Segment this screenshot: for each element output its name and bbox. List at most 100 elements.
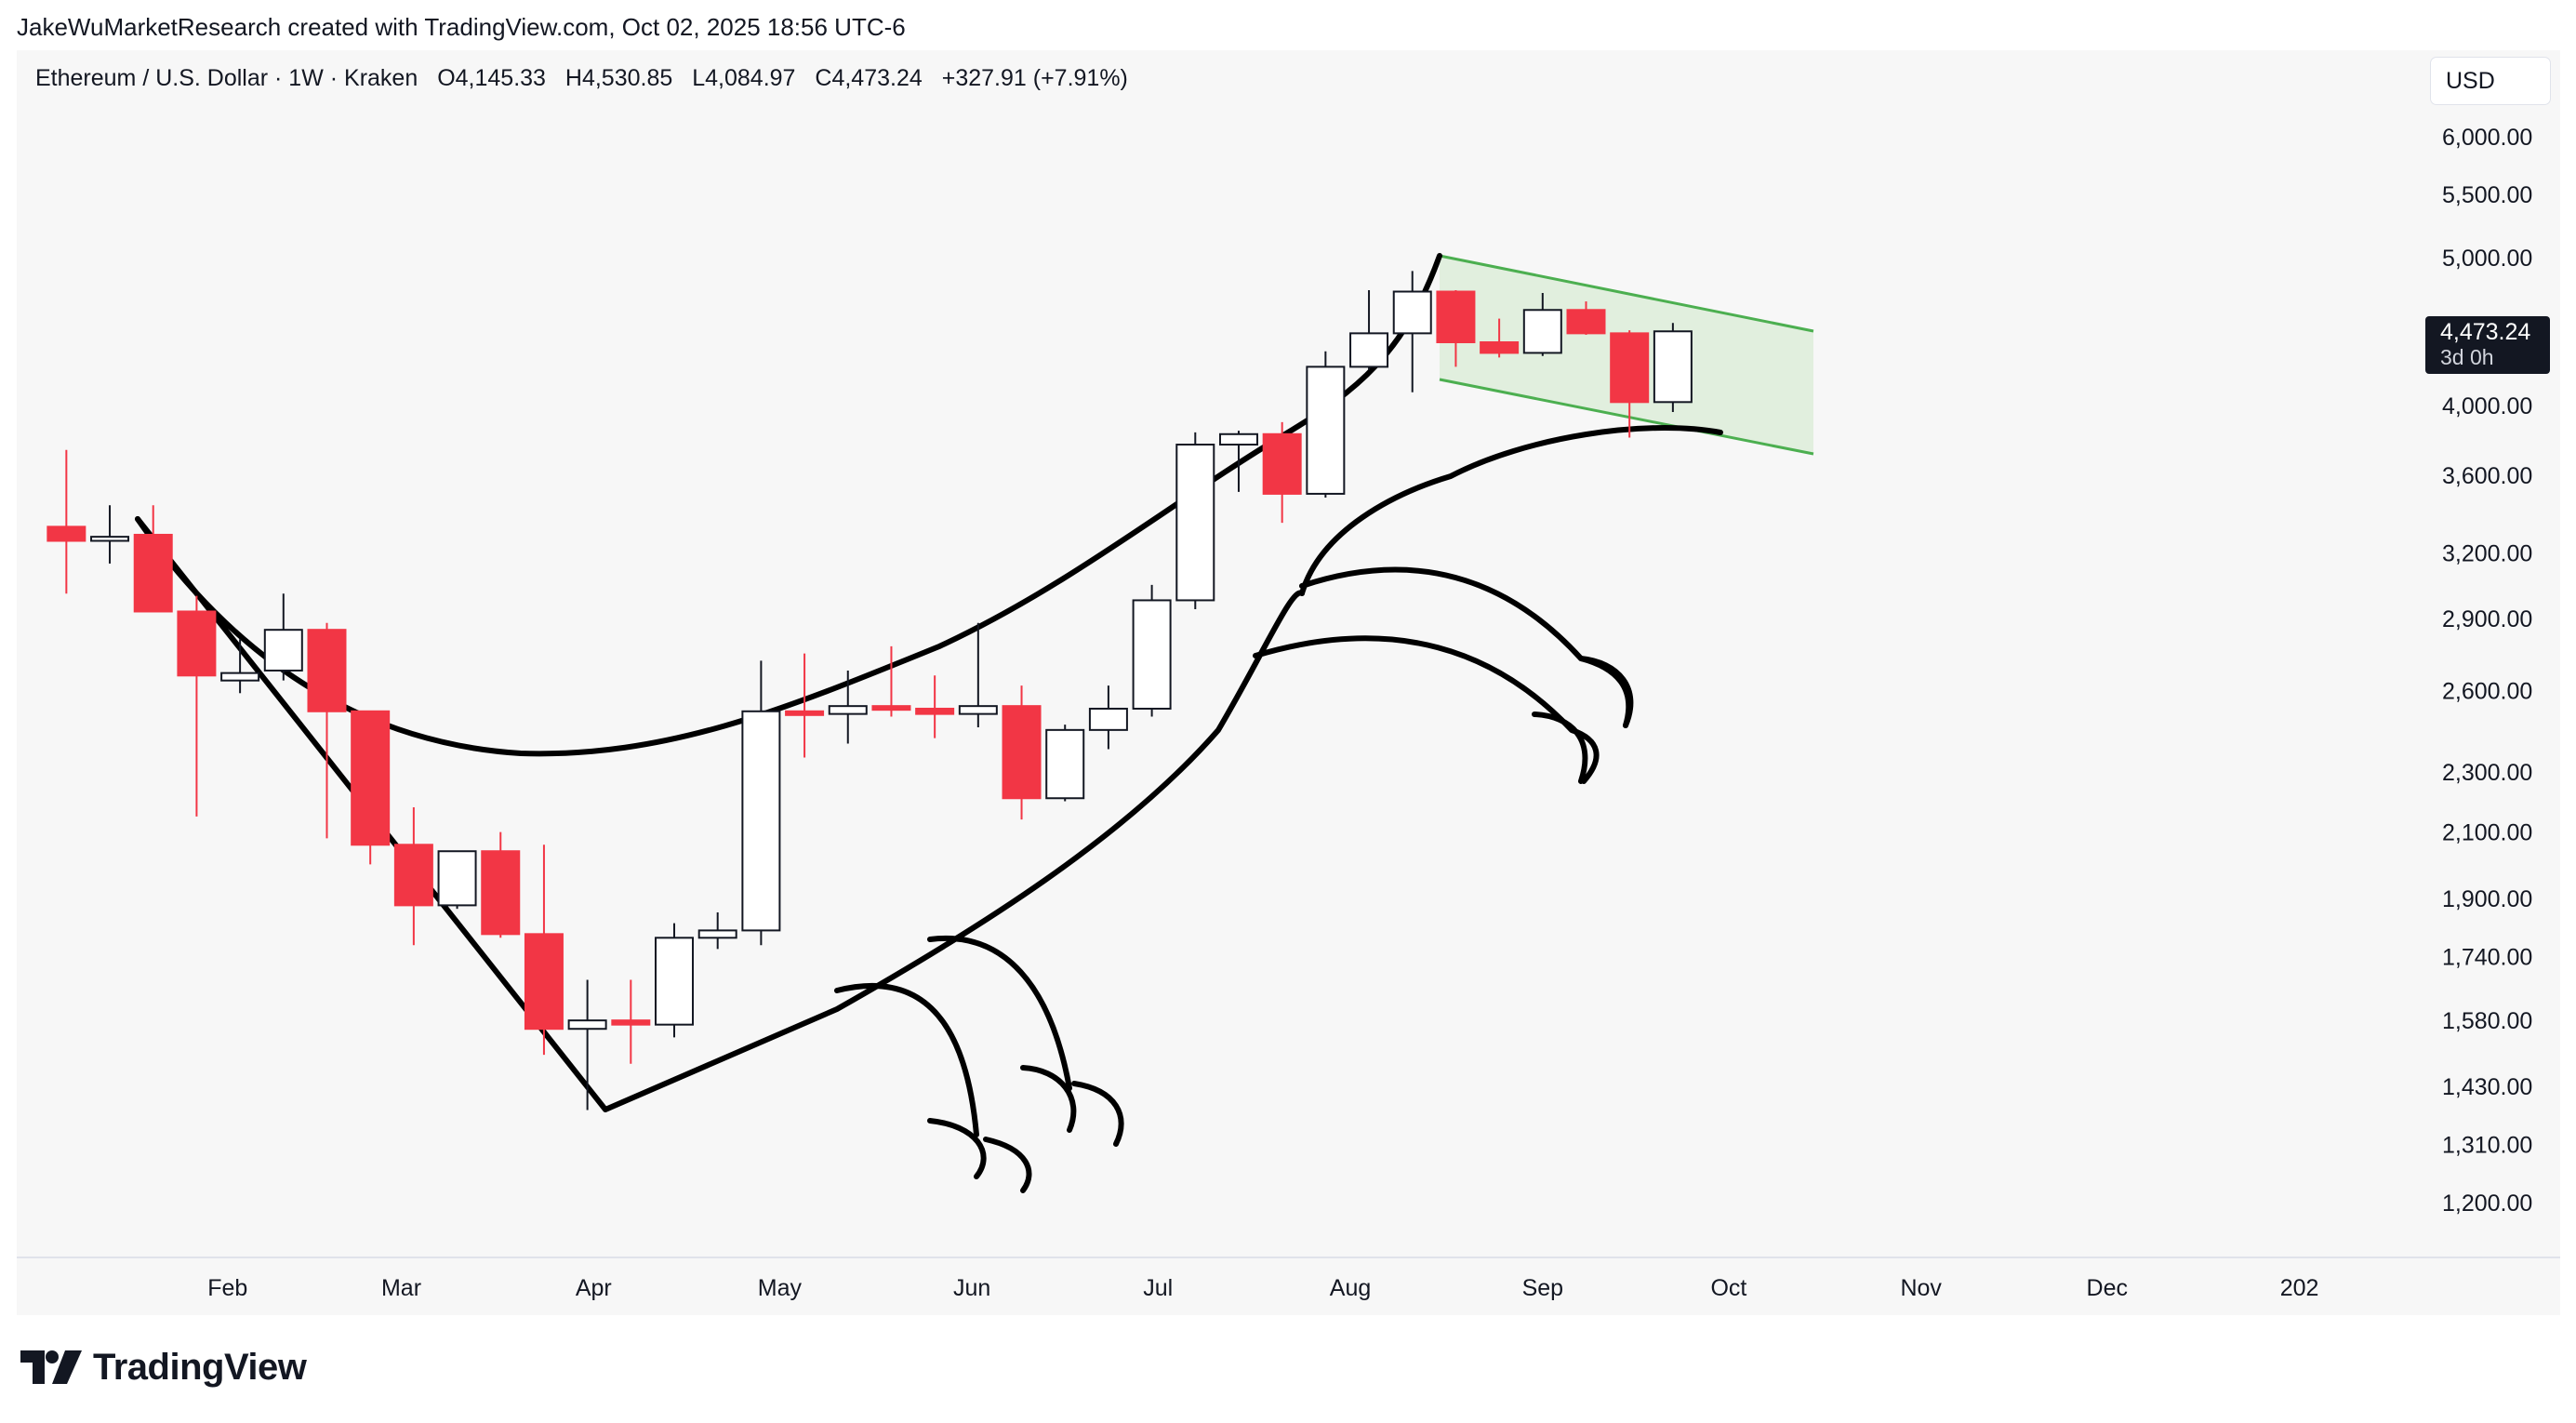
price-tick-label: 2,600.00	[2442, 679, 2532, 705]
candle-up	[958, 622, 998, 727]
candle-down	[785, 653, 825, 758]
price-tick-label: 2,300.00	[2442, 760, 2532, 786]
candle-up	[1653, 323, 1693, 413]
candle-down	[871, 645, 911, 717]
candle-up	[1306, 351, 1346, 499]
candle-up	[655, 923, 695, 1038]
price-tick-label: 1,580.00	[2442, 1008, 2532, 1034]
last-price-value: 4,473.24	[2440, 319, 2531, 345]
time-tick-label: Jul	[1143, 1275, 1173, 1301]
drawing-wing-claw-upper	[1578, 656, 1634, 728]
ohlc-high: H4,530.85	[564, 65, 673, 91]
candle-body	[828, 705, 868, 715]
time-tick-label: Apr	[576, 1275, 612, 1301]
candle-up	[828, 670, 868, 744]
price-tick-label: 6,000.00	[2442, 125, 2532, 151]
symbol-name: Ethereum / U.S. Dollar · 1W · Kraken	[35, 65, 418, 91]
time-axis[interactable]: Feb Mar Apr May Jun Jul Aug Sep Oct Nov Dec 202	[17, 1257, 2560, 1301]
last-price-badge: 4,473.24 3d 0h	[2425, 316, 2550, 374]
candle-up	[1218, 431, 1258, 492]
candle-down	[1480, 318, 1520, 358]
drawing-wing-lower	[1253, 635, 1600, 784]
time-tick-label: Dec	[2087, 1275, 2128, 1301]
candle-body	[1262, 432, 1302, 495]
candle-body	[1653, 330, 1693, 404]
currency-selector[interactable]: USD	[2431, 58, 2550, 104]
price-tick-label: 1,430.00	[2442, 1074, 2532, 1100]
candle-body	[46, 525, 86, 542]
time-tick-label: Aug	[1330, 1275, 1371, 1301]
candle-body	[524, 933, 564, 1031]
candle-body	[1392, 290, 1432, 335]
candle-body	[437, 850, 477, 907]
candle-down	[1566, 301, 1606, 335]
price-tick-label: 4,000.00	[2442, 393, 2532, 419]
candle-up	[437, 850, 477, 910]
candle-down	[177, 595, 217, 817]
ohlc-change: +327.91 (+7.91%)	[941, 65, 1128, 91]
tradingview-logo-icon	[20, 1350, 82, 1384]
candle-body	[741, 710, 781, 932]
time-tick-label: Jun	[953, 1275, 990, 1301]
candle-up	[263, 593, 303, 681]
drawing-wing-upper	[1299, 566, 1632, 728]
candle-body	[1218, 432, 1258, 446]
candle-up	[1392, 271, 1432, 392]
candle-down	[393, 806, 433, 946]
drawing-leg-right	[927, 935, 1072, 1091]
candle-body	[307, 629, 347, 712]
candle-up	[697, 911, 737, 950]
candle-up	[1132, 584, 1172, 717]
ohlc-low: L4,084.97	[692, 65, 796, 91]
drawing-claw-left-1	[927, 1118, 987, 1179]
candle-body	[90, 536, 130, 542]
candle-body	[393, 844, 433, 907]
price-tick-label: 5,500.00	[2442, 182, 2532, 208]
candle-down	[1262, 421, 1302, 524]
channel-lower-line	[1439, 378, 1814, 456]
channel-upper-line	[1439, 254, 1814, 333]
brand-name: TradingView	[93, 1346, 307, 1388]
price-tick-label: 2,900.00	[2442, 606, 2532, 632]
chart-credit: JakeWuMarketResearch created with Tradin…	[17, 13, 906, 41]
currency-label: USD	[2446, 67, 2495, 94]
candle-down	[915, 675, 955, 738]
price-tick-label: 2,100.00	[2442, 820, 2532, 846]
candle-body	[1436, 290, 1476, 344]
candle-down	[1436, 290, 1476, 367]
candle-up	[90, 505, 130, 564]
candle-body	[697, 929, 737, 939]
candle-body	[481, 850, 521, 936]
chart-pane[interactable]	[17, 50, 2560, 1315]
price-axis[interactable]: 6,000.00 5,500.00 5,000.00 4,000.00 3,600.00…	[2442, 125, 2532, 1217]
ohlc-open: O4,145.33	[437, 65, 546, 91]
candle-up	[741, 660, 781, 946]
candle-body	[220, 672, 260, 682]
candle-body	[1522, 309, 1562, 354]
time-tick-label: 202	[2280, 1275, 2319, 1301]
price-tick-label: 1,310.00	[2442, 1133, 2532, 1159]
candle-down	[307, 622, 347, 839]
candle-body	[785, 710, 825, 716]
time-tick-label: Feb	[207, 1275, 247, 1301]
bar-countdown: 3d 0h	[2440, 345, 2494, 369]
tradingview-logo[interactable]: TradingView	[20, 1343, 307, 1391]
time-tick-label: Sep	[1522, 1275, 1563, 1301]
candle-up	[1522, 293, 1562, 356]
price-tick-label: 1,200.00	[2442, 1190, 2532, 1217]
candle-up	[567, 979, 607, 1110]
drawing-claw-right-1	[1020, 1065, 1077, 1133]
candle-body	[1480, 341, 1520, 354]
price-tick-label: 1,900.00	[2442, 886, 2532, 912]
candle-body	[958, 705, 998, 715]
price-tick-label: 3,200.00	[2442, 541, 2532, 567]
time-tick-label: Oct	[1710, 1275, 1746, 1301]
candle-body	[871, 705, 911, 712]
candle-down	[133, 505, 173, 613]
candle-layer	[46, 271, 1693, 1110]
symbol-legend: Ethereum / U.S. Dollar · 1W · Kraken O4,…	[35, 65, 1141, 92]
candle-body	[1088, 707, 1128, 731]
time-tick-label: Nov	[1900, 1275, 1942, 1301]
price-tick-label: 5,000.00	[2442, 246, 2532, 272]
